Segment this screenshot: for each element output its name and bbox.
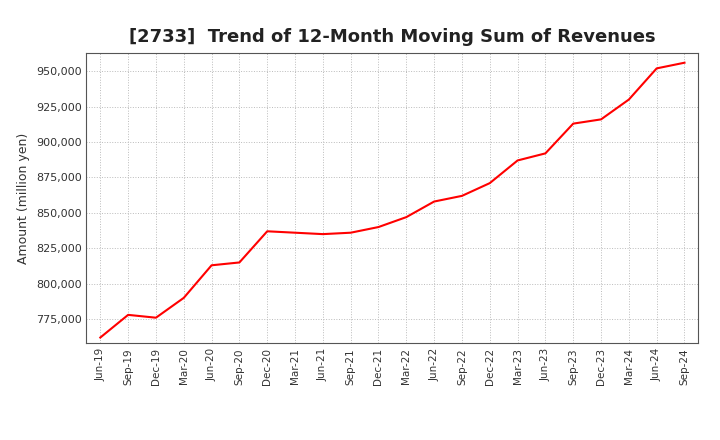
Y-axis label: Amount (million yen): Amount (million yen) xyxy=(17,132,30,264)
Title: [2733]  Trend of 12-Month Moving Sum of Revenues: [2733] Trend of 12-Month Moving Sum of R… xyxy=(129,28,656,46)
